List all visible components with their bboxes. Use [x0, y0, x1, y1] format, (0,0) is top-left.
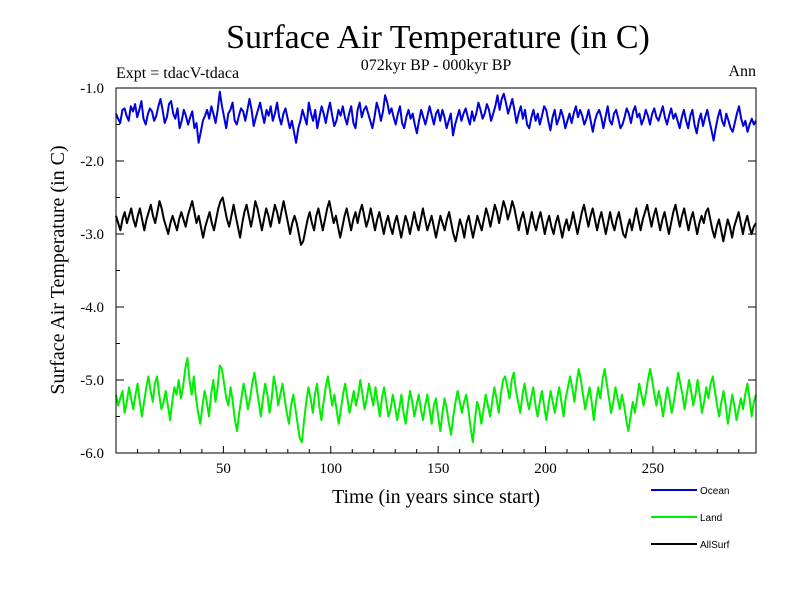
legend-label-land: Land [700, 513, 722, 524]
x-tick-label: 250 [642, 461, 665, 477]
chart-subtitle: 072kyr BP - 000kyr BP [361, 57, 512, 74]
chart-title: Surface Air Temperature (in C) [226, 19, 650, 56]
series-line-allsurf [115, 196, 757, 246]
series-line-ocean [115, 90, 757, 144]
x-axis-label: Time (in years since start) [332, 486, 540, 508]
x-tick-label: 50 [216, 461, 231, 477]
y-tick-label: -4.0 [80, 300, 104, 316]
y-tick-label: -1.0 [80, 81, 104, 97]
y-axis-label: Surface Air Temperature (in C) [47, 145, 69, 394]
series-line-land [115, 357, 757, 444]
y-tick-label: -6.0 [80, 446, 104, 462]
series-layer [115, 90, 757, 444]
legend-label-ocean: Ocean [700, 486, 729, 497]
legend-label-allsurf: AllSurf [700, 540, 730, 551]
experiment-label: Expt = tdacV-tdaca [116, 65, 239, 82]
y-tick-label: -5.0 [80, 373, 104, 389]
y-tick-label: -2.0 [80, 154, 104, 170]
axis-layer: 50 100 150 200 250 -1.0 -2.0 -3.0 -4.0 -5.0 -6.0 [80, 81, 756, 477]
x-tick-label: 150 [427, 461, 450, 477]
season-label: Ann [728, 63, 756, 80]
legend: Ocean Land AllSurf [651, 486, 730, 551]
x-tick-label: 200 [534, 461, 557, 477]
y-tick-label: -3.0 [80, 227, 104, 243]
x-tick-label: 100 [320, 461, 343, 477]
